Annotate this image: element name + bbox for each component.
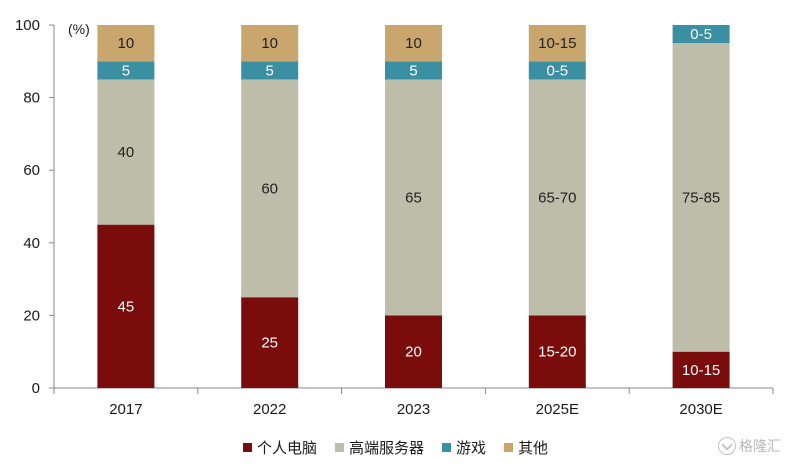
x-tick-label: 2023: [397, 401, 430, 418]
legend-item: 高端服务器: [334, 437, 424, 458]
data-label: 5: [266, 62, 274, 79]
x-tick-label: 2030E: [679, 401, 722, 418]
y-axis: 0 20 40 60 80 100: [15, 17, 55, 397]
data-label: 45: [118, 298, 135, 315]
data-label: 10: [261, 35, 278, 52]
bar-segment: [385, 25, 442, 62]
legend-label: 游戏: [456, 439, 487, 457]
bar-segment: [241, 25, 299, 62]
legend-item: 其他: [504, 437, 548, 458]
data-label: 65-70: [538, 189, 576, 206]
data-label: 10: [405, 35, 422, 52]
watermark-logo-icon: [718, 437, 736, 455]
y-tick-label: 20: [23, 307, 40, 324]
bar-segment: [241, 79, 299, 298]
bar-segment: [672, 25, 730, 44]
data-label: 0-5: [546, 62, 568, 79]
data-label: 10-15: [682, 362, 720, 379]
legend-swatch: [442, 442, 451, 452]
unit-label: (%): [68, 21, 90, 37]
y-tick-label: 100: [15, 17, 40, 34]
watermark: 格隆汇: [718, 436, 781, 456]
bar-segment: [385, 79, 442, 316]
data-label: 60: [261, 180, 278, 197]
data-label: 15-20: [538, 344, 576, 361]
data-label: 5: [122, 62, 130, 79]
bar-segment: [241, 297, 299, 388]
bar-segment: [672, 351, 730, 388]
y-tick-label: 0: [32, 380, 40, 397]
x-tick-label: 2022: [253, 401, 286, 418]
bar-segment: [528, 25, 586, 62]
bar-segment: [97, 224, 155, 388]
bar-segment: [528, 315, 586, 388]
bar-segment: [97, 61, 155, 80]
legend-item: 游戏: [442, 437, 486, 458]
x-axis: 2017 2022 2023 2025E 2030E: [53, 387, 774, 418]
bar-segment: [528, 61, 586, 80]
legend-swatch: [242, 442, 252, 452]
watermark-text: 格隆汇: [739, 438, 781, 454]
y-tick-label: 40: [23, 235, 40, 252]
y-tick-label: 80: [23, 90, 40, 107]
data-label: 10-15: [538, 35, 576, 52]
bar-segment: [385, 61, 442, 80]
bar-segment: [385, 315, 442, 388]
data-label: 40: [118, 144, 135, 161]
data-label: 10: [118, 35, 135, 52]
legend-item: 个人电脑: [242, 437, 317, 458]
legend: 个人电脑 高端服务器 游戏 其他: [0, 436, 791, 458]
bar-segment: [672, 43, 730, 352]
y-tick-label: 60: [23, 162, 40, 179]
legend-label: 个人电脑: [256, 439, 317, 457]
data-label: 25: [261, 335, 278, 352]
bar-segment: [97, 25, 155, 62]
bar-segment: [97, 79, 155, 225]
legend-label: 其他: [518, 439, 549, 457]
data-label: 65: [405, 189, 422, 206]
data-label: 5: [409, 62, 417, 79]
data-label: 0-5: [690, 26, 712, 43]
bars: 45 40 5 10 25 60 5 10 20 65 5 10 15-20 65-70 0-5 10-15 1…: [97, 25, 730, 388]
x-tick-label: 2017: [109, 401, 142, 418]
data-label: 75-85: [682, 189, 720, 206]
legend-swatch: [504, 442, 514, 452]
bar-segment: [528, 79, 586, 316]
bar-segment: [241, 61, 299, 80]
data-label: 20: [405, 344, 422, 361]
legend-swatch: [334, 442, 344, 452]
x-tick-label: 2025E: [536, 401, 579, 418]
legend-label: 高端服务器: [348, 439, 424, 457]
